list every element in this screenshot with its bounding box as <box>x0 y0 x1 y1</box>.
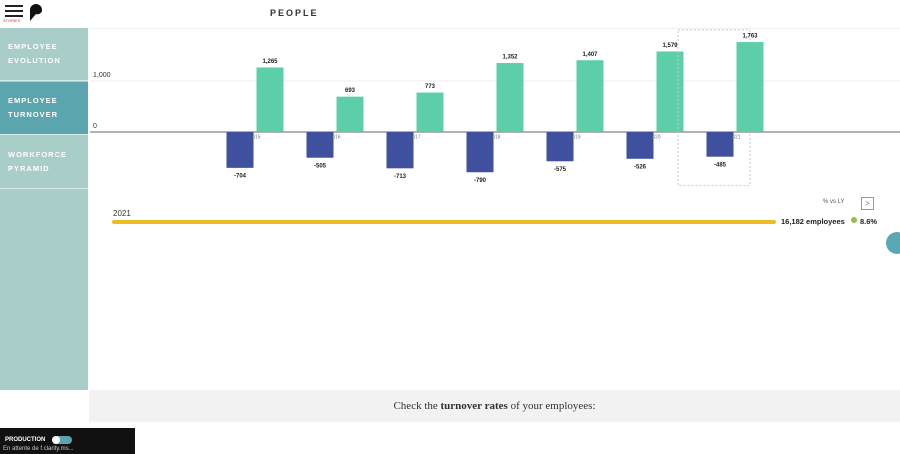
value-label: 693 <box>345 88 356 94</box>
x-tick-label: 2021 <box>729 134 740 140</box>
value-label: 1,579 <box>662 43 678 49</box>
sidebar: EMPLOYEE EVOLUTION EMPLOYEE TURNOVER WORKF… <box>0 28 88 390</box>
chart: 0 1,000 2015 1,265 -704 2016 693 -505 2017 773 -71… <box>90 29 900 186</box>
nav-item[interactable]: EMPLOYEE EVOLUTION <box>0 28 88 81</box>
x-tick-label: 2019 <box>569 134 580 140</box>
bar <box>706 131 734 157</box>
x-tick-label: 2015 <box>249 134 260 140</box>
y-tick-label: 1,000 <box>93 72 111 79</box>
bar <box>736 42 764 132</box>
status-panel: PRODUCTION En attente de f.clarity.ms... <box>0 428 135 454</box>
y-tick-label: 0 <box>93 123 97 130</box>
nav-item[interactable]: WORKFORCE PYRAMID <box>0 136 88 189</box>
value-label: 1,407 <box>582 52 598 58</box>
x-tick-label: 2017 <box>409 134 420 140</box>
bar <box>256 67 284 132</box>
value-label: -575 <box>554 167 567 173</box>
value-label: -485 <box>714 162 727 168</box>
timeline-year: 2021 <box>113 209 131 218</box>
logo <box>30 4 42 21</box>
x-tick-label: 2018 <box>489 134 500 140</box>
page-title: PEOPLE <box>270 8 319 18</box>
bar <box>626 131 654 159</box>
x-tick-label: 2016 <box>329 134 340 140</box>
nav-label: WORKFORCE PYRAMID <box>8 150 67 173</box>
value-label: -704 <box>234 173 247 179</box>
menu-icon[interactable] <box>4 4 24 18</box>
bar <box>226 131 254 168</box>
bar <box>576 60 604 132</box>
bar <box>306 131 334 158</box>
prompt-text: Check the <box>393 400 441 412</box>
status-message: En attente de f.clarity.ms... <box>3 446 74 452</box>
comparison-button[interactable]: > <box>861 197 874 210</box>
menu-caption: STORIES <box>3 18 21 23</box>
bar <box>336 96 364 132</box>
status-env: PRODUCTION <box>5 437 46 443</box>
timeline-total: 16,182 employees <box>781 217 845 226</box>
value-label: 1,763 <box>742 34 758 40</box>
value-label: -505 <box>314 163 327 169</box>
value-label: -713 <box>394 174 407 180</box>
x-tick-label: 2020 <box>649 134 660 140</box>
value-label: -526 <box>634 164 647 170</box>
floating-button[interactable] <box>886 232 900 254</box>
toggle[interactable] <box>52 436 72 444</box>
timeline-change: 8.6% <box>860 217 878 226</box>
value-label: 773 <box>425 84 436 90</box>
nav-label: EMPLOYEE EVOLUTION <box>8 42 61 65</box>
change-dot <box>851 217 857 223</box>
bar <box>386 131 414 169</box>
nav-label: EMPLOYEE TURNOVER <box>8 96 59 119</box>
bar <box>466 131 494 173</box>
value-label: -790 <box>474 178 487 184</box>
footer-prompt: Check the turnover rates of your employe… <box>89 390 900 422</box>
timeline-bar[interactable] <box>112 220 776 224</box>
value-label: 1,352 <box>502 55 518 61</box>
header: STORIES PEOPLE <box>0 0 900 29</box>
prompt-text: of your employees: <box>507 400 596 412</box>
prompt-bold: turnover rates <box>440 400 508 412</box>
bar <box>496 63 524 132</box>
value-label: 1,265 <box>262 59 278 65</box>
bar <box>546 131 574 162</box>
bar <box>416 92 444 132</box>
comparison-label: % vs LY <box>823 199 845 205</box>
bar <box>656 51 684 132</box>
nav-item[interactable]: EMPLOYEE TURNOVER <box>0 82 88 135</box>
